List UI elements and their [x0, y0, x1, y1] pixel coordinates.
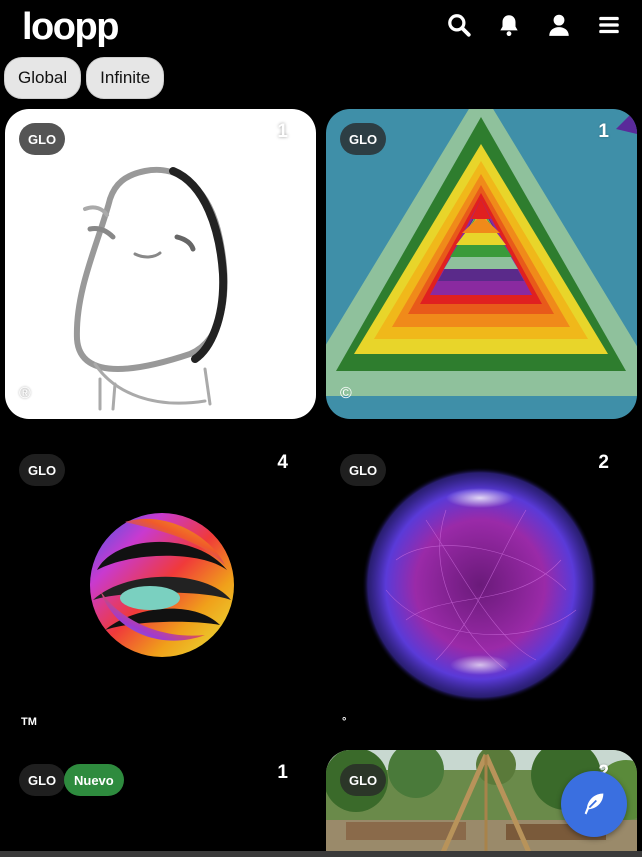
filter-global-button[interactable]: Global	[4, 57, 82, 99]
post-card[interactable]: GLO 1 ®	[5, 109, 316, 419]
global-badge: GLO	[340, 123, 387, 155]
post-card[interactable]: GLO 2	[326, 750, 637, 857]
search-icon[interactable]	[446, 12, 472, 38]
global-badge: GLO	[340, 454, 387, 486]
sphere-artwork	[90, 513, 234, 657]
global-badge: GLO	[19, 764, 66, 796]
new-badge: Nuevo	[64, 764, 124, 796]
global-badge: GLO	[19, 454, 66, 486]
menu-icon[interactable]	[596, 12, 622, 38]
global-badge: GLO	[19, 123, 66, 155]
post-card[interactable]: GLO Nuevo 1	[5, 750, 316, 857]
post-count: 2	[598, 452, 609, 473]
post-card[interactable]: GLO 4 TM	[5, 440, 316, 750]
post-count: 4	[277, 452, 288, 473]
top-header: loopp	[0, 0, 642, 56]
copyright-mark: ©	[340, 385, 352, 402]
filter-bar: Global Infinite	[4, 57, 165, 99]
degree-mark: °	[342, 716, 347, 728]
post-card[interactable]: GLO 1 ©	[326, 109, 637, 419]
bottom-scroll-bar	[0, 851, 642, 857]
global-badge: GLO	[340, 764, 387, 796]
registered-mark: ®	[19, 385, 31, 402]
post-count: 1	[277, 762, 288, 783]
bell-icon[interactable]	[496, 12, 522, 38]
feather-icon	[584, 793, 604, 815]
filter-infinite-button[interactable]: Infinite	[86, 57, 165, 99]
trademark-mark: TM	[21, 716, 37, 728]
post-count: 1	[598, 121, 609, 142]
sketch-artwork	[73, 166, 228, 411]
user-icon[interactable]	[546, 12, 572, 38]
post-count: 1	[277, 121, 288, 142]
particle-sphere-artwork	[362, 467, 598, 703]
triangle-artwork	[326, 109, 637, 419]
app-logo[interactable]: loopp	[22, 6, 119, 48]
post-card[interactable]: GLO 2 °	[326, 440, 637, 750]
compose-button[interactable]	[561, 771, 627, 837]
